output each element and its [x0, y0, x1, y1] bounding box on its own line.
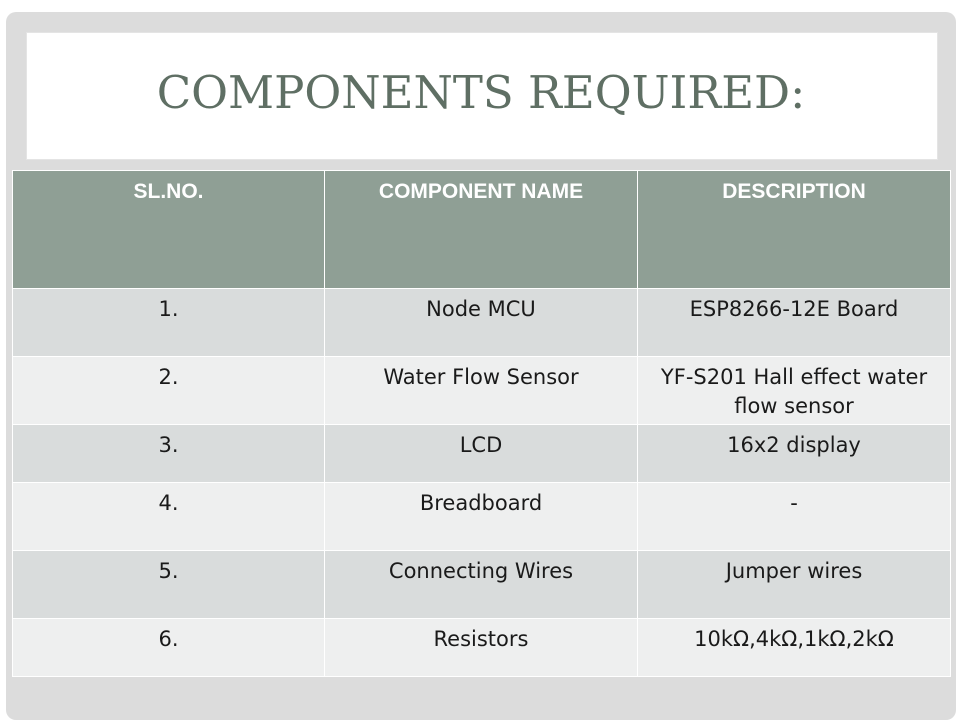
cell-description: 10kΩ,4kΩ,1kΩ,2kΩ	[637, 618, 951, 677]
table-row: 2. Water Flow Sensor YF-S201 Hall effect…	[12, 356, 951, 425]
table-row: 3. LCD 16x2 display	[12, 424, 951, 483]
cell-description: Jumper wires	[637, 550, 951, 619]
header-description: DESCRIPTION	[637, 170, 951, 289]
table-row: 5. Connecting Wires Jumper wires	[12, 550, 951, 619]
cell-description: ESP8266-12E Board	[637, 288, 951, 357]
cell-component-name: Breadboard	[324, 482, 638, 551]
cell-description: -	[637, 482, 951, 551]
cell-component-name: LCD	[324, 424, 638, 483]
cell-description: YF-S201 Hall effect water flow sensor	[637, 356, 951, 425]
cell-sl-no: 3.	[12, 424, 325, 483]
cell-sl-no: 5.	[12, 550, 325, 619]
table-row: 1. Node MCU ESP8266-12E Board	[12, 288, 951, 357]
slide-title: COMPONENTS REQUIRED:	[156, 66, 806, 119]
header-component-name: COMPONENT NAME	[324, 170, 638, 289]
table-row: 6. Resistors 10kΩ,4kΩ,1kΩ,2kΩ	[12, 618, 951, 677]
title-box	[26, 32, 938, 160]
cell-component-name: Resistors	[324, 618, 638, 677]
cell-sl-no: 6.	[12, 618, 325, 677]
cell-component-name: Water Flow Sensor	[324, 356, 638, 425]
header-sl-no: SL.NO.	[12, 170, 325, 289]
table-row: 4. Breadboard -	[12, 482, 951, 551]
table-header-row: SL.NO. COMPONENT NAME DESCRIPTION	[12, 170, 951, 289]
cell-sl-no: 4.	[12, 482, 325, 551]
cell-component-name: Connecting Wires	[324, 550, 638, 619]
cell-description: 16x2 display	[637, 424, 951, 483]
cell-sl-no: 2.	[12, 356, 325, 425]
cell-sl-no: 1.	[12, 288, 325, 357]
components-table: SL.NO. COMPONENT NAME DESCRIPTION 1. Nod…	[12, 170, 951, 677]
cell-component-name: Node MCU	[324, 288, 638, 357]
